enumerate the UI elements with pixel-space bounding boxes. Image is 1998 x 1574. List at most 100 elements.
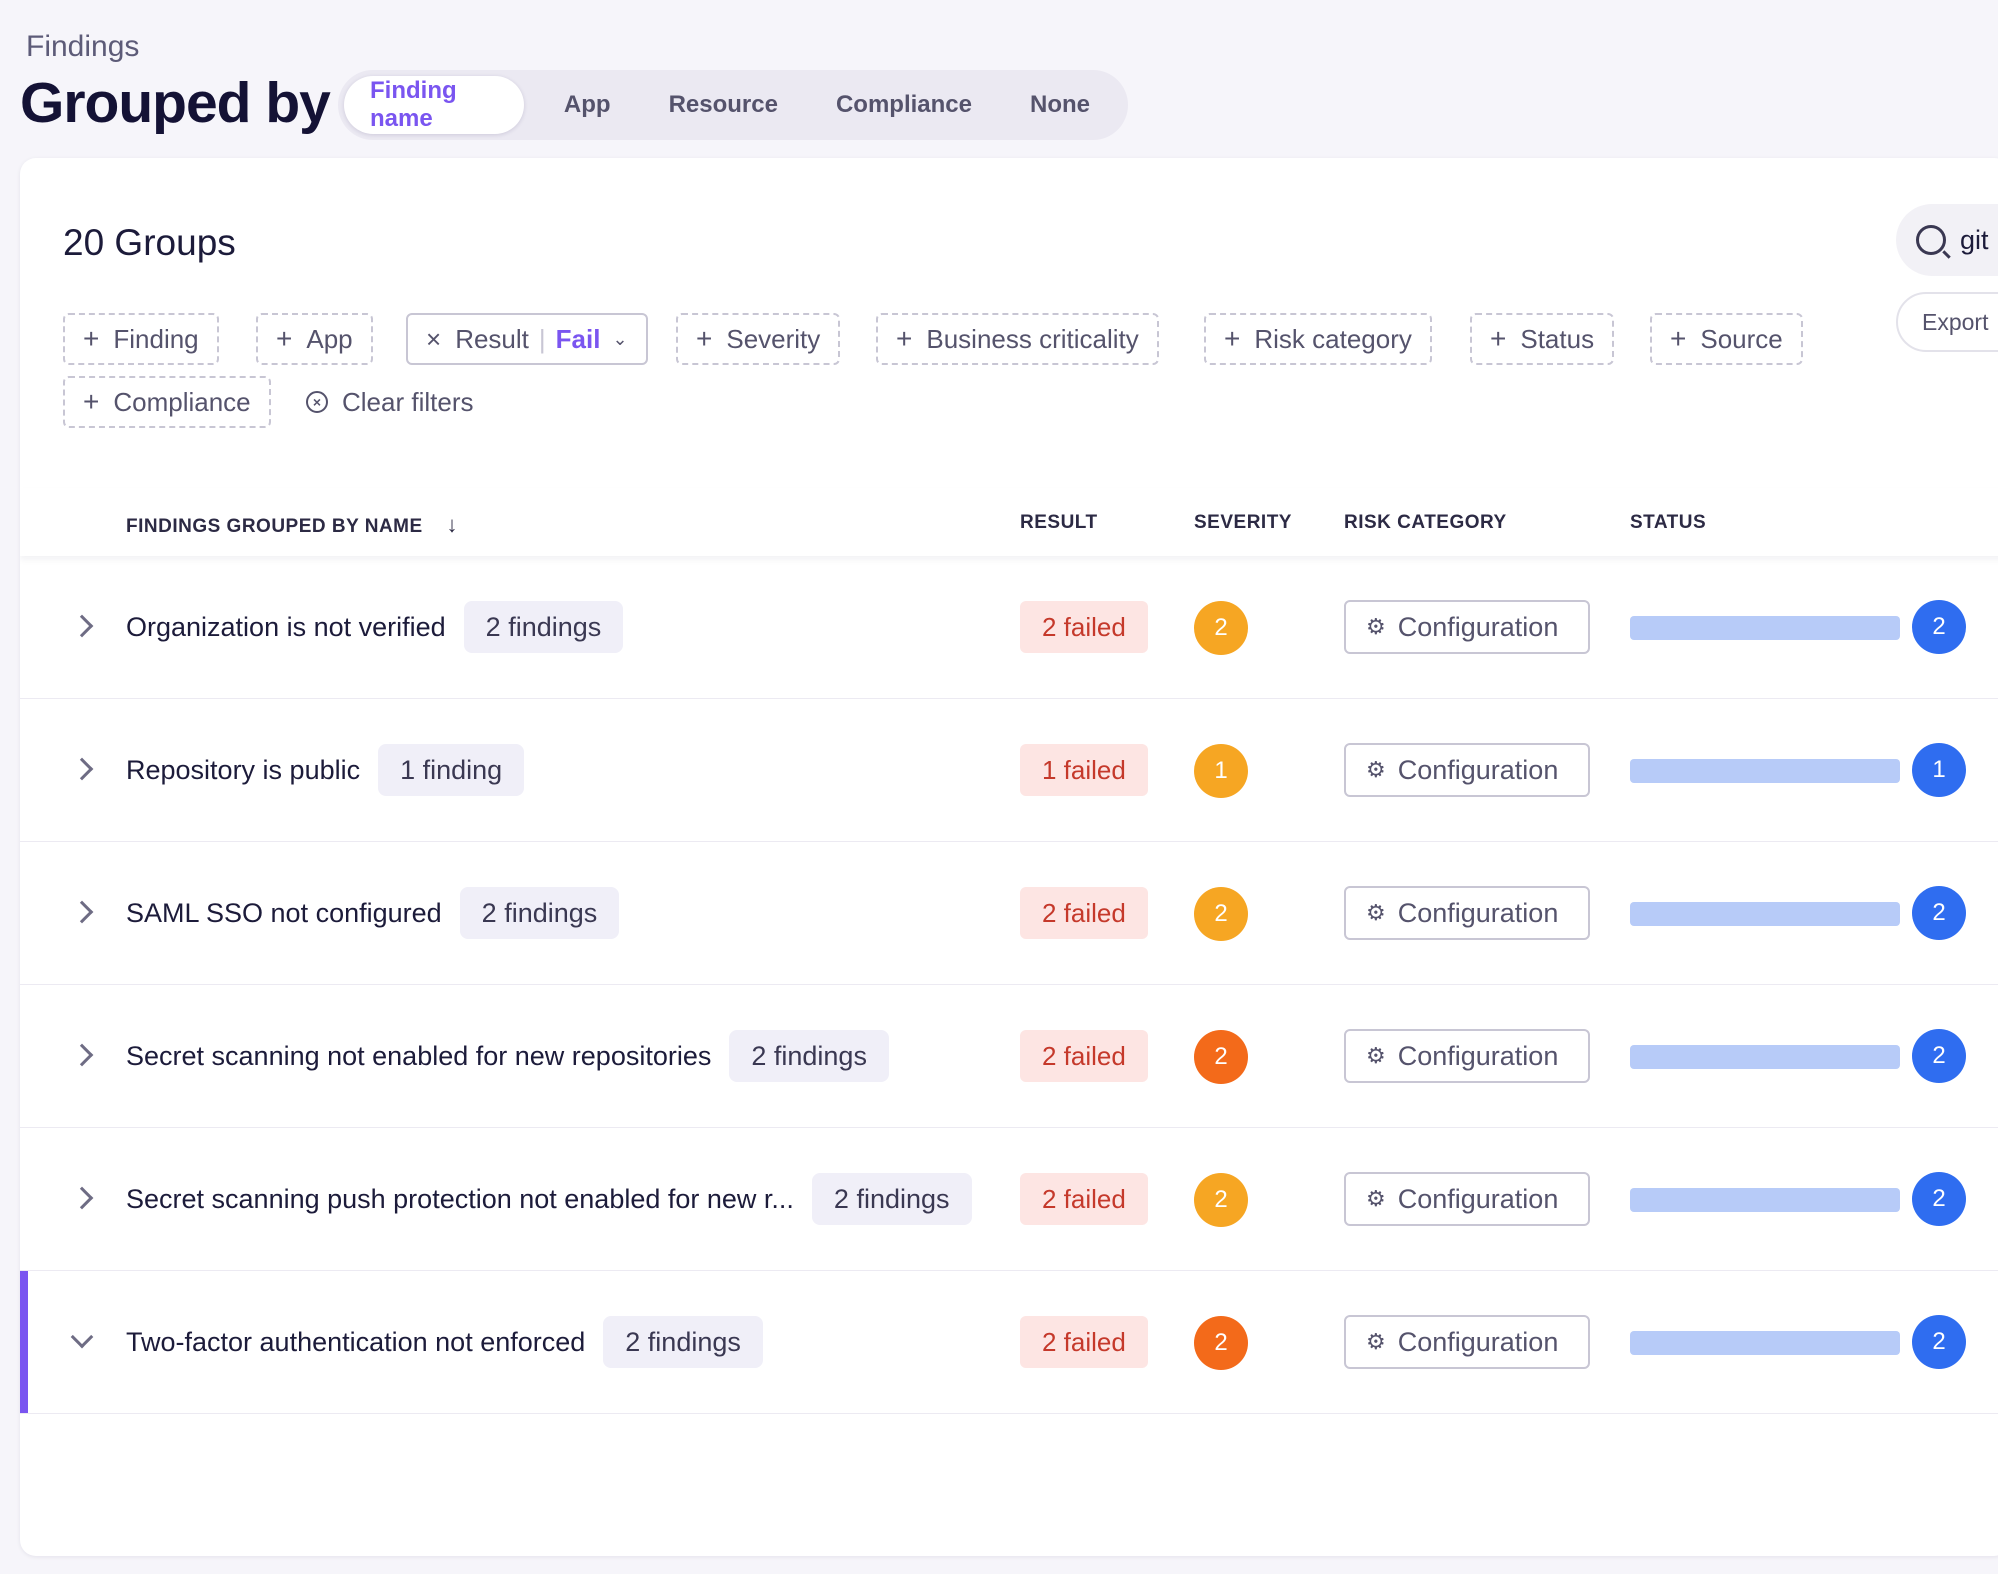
status-progress-bar	[1630, 1188, 1900, 1212]
search-icon	[1916, 225, 1946, 255]
severity-badge: 2	[1194, 1030, 1248, 1084]
risk-category-label: Configuration	[1397, 897, 1559, 928]
table-row[interactable]: Two-factor authentication not enforced 2…	[20, 1271, 1998, 1414]
plus-icon: +	[83, 323, 100, 354]
status-progress-bar	[1630, 616, 1900, 640]
filter-finding[interactable]: + Finding	[63, 313, 219, 365]
table-row[interactable]: Repository is public 1 finding 1 failed …	[20, 699, 1998, 842]
finding-group-name[interactable]: Organization is not verified	[126, 611, 446, 642]
finding-group-name[interactable]: Secret scanning not enabled for new repo…	[126, 1040, 712, 1071]
filter-status[interactable]: + Status	[1470, 313, 1615, 365]
column-header-risk-category[interactable]: RISK CATEGORY	[1344, 512, 1507, 533]
remove-filter-icon[interactable]: ×	[426, 323, 442, 354]
breadcrumb: Findings	[26, 30, 140, 63]
filter-compliance-label: Compliance	[113, 386, 251, 417]
group-by-finding-name[interactable]: Finding name	[344, 76, 524, 134]
search-value: git	[1960, 224, 1989, 255]
risk-category-badge: ⚙ Configuration	[1344, 1315, 1590, 1369]
group-by-compliance[interactable]: Compliance	[835, 91, 972, 118]
status-count-badge: 2	[1912, 1315, 1966, 1369]
finding-group-name[interactable]: Repository is public	[126, 754, 361, 785]
findings-count-badge: 2 findings	[729, 1030, 889, 1082]
risk-category-badge: ⚙ Configuration	[1344, 743, 1590, 797]
severity-badge: 2	[1194, 1316, 1248, 1370]
status-count-badge: 1	[1912, 743, 1966, 797]
filter-risk-category[interactable]: + Risk category	[1204, 313, 1432, 365]
filter-app[interactable]: + App	[256, 313, 373, 365]
filter-source-label: Source	[1700, 323, 1783, 354]
chevron-down-icon: ⌄	[612, 328, 628, 349]
finding-group-name-cell: Secret scanning push protection not enab…	[126, 1173, 972, 1225]
filter-severity-label: Severity	[726, 323, 821, 354]
column-header-result[interactable]: RESULT	[1020, 512, 1098, 533]
risk-category-label: Configuration	[1397, 1040, 1559, 1071]
table-row[interactable]: Secret scanning not enabled for new repo…	[20, 985, 1998, 1128]
filter-severity[interactable]: + Severity	[676, 313, 841, 365]
page-title: Grouped by	[20, 71, 331, 135]
result-badge: 2 failed	[1020, 1030, 1148, 1082]
risk-category-badge: ⚙ Configuration	[1344, 600, 1590, 654]
column-header-name[interactable]: FINDINGS GROUPED BY NAME ↓	[126, 512, 458, 538]
severity-badge: 1	[1194, 744, 1248, 798]
chevron-right-icon[interactable]	[62, 892, 102, 932]
status-progress-bar	[1630, 759, 1900, 783]
status-count-badge: 2	[1912, 600, 1966, 654]
filter-business-criticality-label: Business criticality	[926, 323, 1139, 354]
finding-group-name[interactable]: Secret scanning push protection not enab…	[126, 1183, 794, 1214]
filter-business-criticality[interactable]: + Business criticality	[876, 313, 1159, 365]
chevron-right-icon[interactable]	[62, 749, 102, 789]
chevron-right-icon[interactable]	[62, 1035, 102, 1075]
risk-category-label: Configuration	[1397, 1183, 1559, 1214]
search-input[interactable]: git	[1896, 204, 1998, 276]
status-progress-bar	[1630, 902, 1900, 926]
findings-count-badge: 2 findings	[463, 601, 624, 653]
finding-group-name-cell: Two-factor authentication not enforced 2…	[126, 1316, 763, 1368]
finding-group-name-cell: Organization is not verified 2 findings	[126, 601, 624, 653]
group-by-app[interactable]: App	[563, 91, 611, 118]
risk-category-label: Configuration	[1397, 754, 1559, 785]
findings-count-badge: 2 findings	[603, 1316, 763, 1368]
table-row[interactable]: Organization is not verified 2 findings …	[20, 556, 1998, 699]
plus-icon: +	[276, 323, 293, 354]
filter-app-label: App	[306, 323, 353, 354]
finding-group-name[interactable]: Two-factor authentication not enforced	[126, 1326, 586, 1357]
chevron-right-icon[interactable]	[62, 1178, 102, 1218]
table-row[interactable]: SAML SSO not configured 2 findings 2 fai…	[20, 842, 1998, 985]
status-count-badge: 2	[1912, 1172, 1966, 1226]
export-button[interactable]: Export	[1896, 292, 1998, 352]
plus-icon: +	[83, 386, 100, 417]
severity-badge: 2	[1194, 887, 1248, 941]
group-by-none[interactable]: None	[1030, 91, 1090, 118]
risk-category-badge: ⚙ Configuration	[1344, 886, 1590, 940]
column-header-status[interactable]: STATUS	[1630, 512, 1707, 533]
gear-icon: ⚙	[1366, 1043, 1386, 1068]
gear-icon: ⚙	[1366, 1186, 1386, 1211]
finding-group-name-cell: SAML SSO not configured 2 findings	[126, 887, 620, 939]
column-header-name-label: FINDINGS GROUPED BY NAME	[126, 516, 423, 537]
risk-category-badge: ⚙ Configuration	[1344, 1029, 1590, 1083]
filter-result-label: Result	[455, 323, 529, 354]
column-header-severity[interactable]: SEVERITY	[1194, 512, 1292, 533]
gear-icon: ⚙	[1366, 614, 1386, 639]
group-by-toggle: Finding name App Resource Compliance Non…	[338, 70, 1128, 140]
group-by-resource[interactable]: Resource	[668, 91, 778, 118]
chevron-right-icon[interactable]	[62, 606, 102, 646]
filter-result[interactable]: × Result | Fail ⌄	[406, 313, 648, 365]
filter-compliance[interactable]: + Compliance	[63, 376, 271, 428]
finding-group-name[interactable]: SAML SSO not configured	[126, 897, 442, 928]
clear-filters-button[interactable]: × Clear filters	[306, 376, 473, 428]
gear-icon: ⚙	[1366, 757, 1386, 782]
gear-icon: ⚙	[1366, 900, 1386, 925]
table-row[interactable]: Secret scanning push protection not enab…	[20, 1128, 1998, 1271]
filter-source[interactable]: + Source	[1650, 313, 1803, 365]
plus-icon: +	[896, 323, 913, 354]
plus-icon: +	[1670, 323, 1687, 354]
plus-icon: +	[696, 323, 713, 354]
divider: |	[538, 323, 546, 354]
chevron-down-icon[interactable]	[62, 1321, 102, 1361]
risk-category-label: Configuration	[1397, 611, 1559, 642]
status-count-badge: 2	[1912, 1029, 1966, 1083]
clear-filters-label: Clear filters	[342, 386, 474, 417]
sort-arrow-down-icon[interactable]: ↓	[446, 512, 458, 537]
findings-card: 20 Groups git Export + Finding + App × R…	[20, 158, 1998, 1556]
